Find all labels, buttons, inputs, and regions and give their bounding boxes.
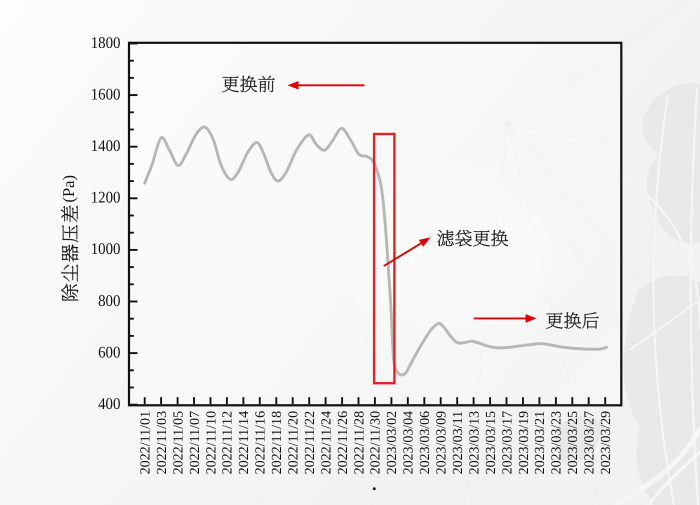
- svg-text:2023/03/15: 2023/03/15: [484, 411, 499, 475]
- svg-text:2022/11/30: 2022/11/30: [369, 411, 384, 475]
- svg-text:2022/11/16: 2022/11/16: [254, 411, 269, 475]
- svg-text:1200: 1200: [91, 188, 121, 207]
- svg-text:2022/11/05: 2022/11/05: [171, 411, 186, 475]
- svg-text:800: 800: [98, 291, 120, 310]
- svg-text:2023/03/19: 2023/03/19: [517, 411, 532, 475]
- svg-text:2023/03/04: 2023/03/04: [402, 411, 417, 475]
- svg-text:1800: 1800: [91, 33, 121, 52]
- svg-text:2022/11/26: 2022/11/26: [336, 411, 351, 475]
- svg-text:2022/11/12: 2022/11/12: [221, 411, 236, 475]
- svg-text:2022/11/18: 2022/11/18: [270, 411, 285, 475]
- svg-text:2022/11/22: 2022/11/22: [303, 411, 318, 475]
- svg-text:2022/11/24: 2022/11/24: [319, 411, 334, 475]
- svg-text:400: 400: [98, 394, 120, 413]
- svg-text:2023/03/11: 2023/03/11: [451, 411, 466, 475]
- svg-text:2023/03/06: 2023/03/06: [418, 411, 433, 475]
- svg-text:2023/03/13: 2023/03/13: [467, 411, 482, 475]
- svg-text:2023/03/02: 2023/03/02: [385, 411, 400, 475]
- svg-text:2022/11/01: 2022/11/01: [139, 411, 154, 475]
- svg-text:1400: 1400: [91, 136, 121, 155]
- svg-text:2023/03/29: 2023/03/29: [599, 411, 614, 475]
- svg-text:2022/11/20: 2022/11/20: [287, 411, 302, 475]
- svg-text:600: 600: [98, 342, 120, 361]
- svg-text:2022/11/10: 2022/11/10: [204, 411, 219, 475]
- svg-text:2023/03/27: 2023/03/27: [583, 411, 598, 475]
- svg-text:2022/11/14: 2022/11/14: [237, 411, 252, 475]
- svg-text:2023/03/23: 2023/03/23: [550, 411, 565, 475]
- svg-text:2023/03/25: 2023/03/25: [566, 411, 581, 475]
- svg-text:2023/03/17: 2023/03/17: [500, 411, 515, 475]
- svg-text:2022/11/03: 2022/11/03: [155, 411, 170, 475]
- svg-text:2023/03/21: 2023/03/21: [533, 411, 548, 475]
- svg-text:1000: 1000: [91, 239, 121, 258]
- svg-text:2022/11/07: 2022/11/07: [188, 411, 203, 475]
- svg-text:2023/03/09: 2023/03/09: [435, 411, 450, 475]
- svg-text:1600: 1600: [91, 84, 121, 103]
- svg-text:2022/11/28: 2022/11/28: [352, 411, 367, 475]
- svg-text:(Pa): (Pa): [59, 175, 78, 203]
